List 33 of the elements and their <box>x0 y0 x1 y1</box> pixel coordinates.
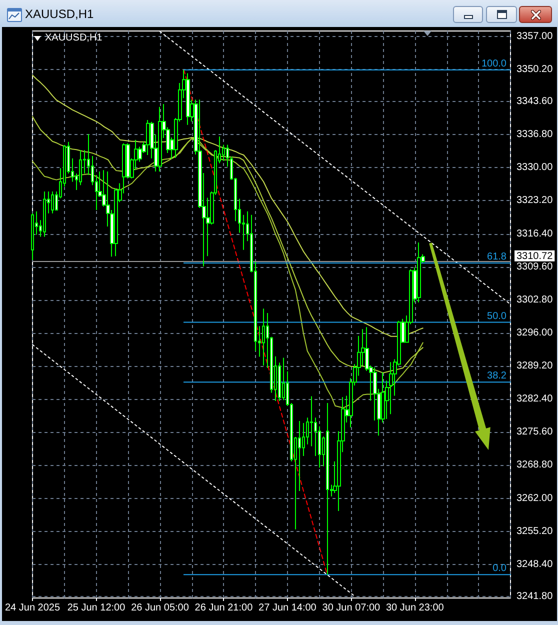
x-tick-label: 24 Jun 2025 <box>4 602 60 614</box>
y-tick-label: 3302.80 <box>516 294 554 306</box>
y-tick-label: 3296.00 <box>516 327 554 338</box>
series-label: 50.0 <box>487 310 507 322</box>
x-tick-label: 25 Jun 12:00 <box>67 602 126 614</box>
series-label: 61.8 <box>487 251 507 262</box>
y-tick-label: 3357.00 <box>516 30 554 42</box>
x-tick-label: 26 Jun 05:00 <box>131 602 190 614</box>
y-tick-label: 3262.00 <box>516 492 554 504</box>
ref-line-label: 3310.72 <box>516 250 554 262</box>
y-tick-label: 3241.80 <box>516 591 554 602</box>
x-tick-label: 30 Jun 07:00 <box>322 602 381 614</box>
y-tick-label: 3330.00 <box>516 162 554 174</box>
x-tick-label: 30 Jun 23:00 <box>386 602 444 614</box>
y-tick-label: 3289.20 <box>516 360 554 372</box>
x-tick-label: 27 Jun 14:00 <box>258 602 317 614</box>
y-tick-label: 3343.60 <box>516 96 554 108</box>
y-tick-label: 3275.60 <box>516 426 554 438</box>
y-tick-label: 3255.20 <box>516 526 554 537</box>
x-tick-label: 26 Jun 21:00 <box>194 602 254 614</box>
chart-title: XAUUSD,H1 <box>25 7 94 21</box>
y-tick-label: 3323.20 <box>516 195 554 206</box>
chart-subtitle: XAUUSD,H1 <box>45 32 103 44</box>
series-label: 100.0 <box>481 58 507 70</box>
y-tick-label: 3336.80 <box>516 129 554 140</box>
y-tick-label: 3248.40 <box>516 558 554 570</box>
y-tick-label: 3268.80 <box>516 460 554 471</box>
y-tick-label: 3350.20 <box>516 64 554 75</box>
y-tick-label: 3316.40 <box>516 228 554 240</box>
y-tick-label: 3282.40 <box>516 394 554 405</box>
series-label: 38.2 <box>487 370 507 382</box>
y-tick-label: 3309.60 <box>516 261 554 272</box>
series-label: 0.0 <box>492 563 507 574</box>
